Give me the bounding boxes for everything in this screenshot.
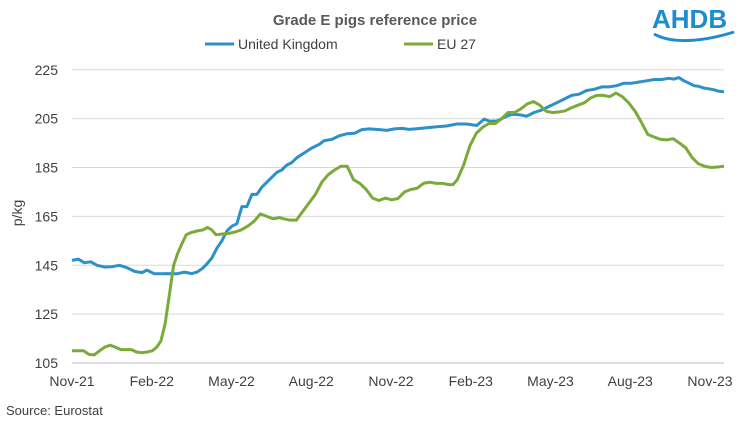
legend-label-eu-27: EU 27 xyxy=(437,36,476,52)
x-axis-ticks: Nov-21 Feb-22 May-22 Aug-22 Nov-22 Feb-23 May-… xyxy=(49,373,732,389)
ahdb-logo: AHDB xyxy=(652,2,738,51)
series-line-united-kingdom xyxy=(71,76,725,276)
y-tick-label: 165 xyxy=(35,208,59,224)
x-tick-label: Nov-22 xyxy=(368,373,413,389)
series-lines xyxy=(71,76,725,357)
gridlines xyxy=(72,69,724,315)
chart-title: Grade E pigs reference price xyxy=(273,12,477,29)
y-tick-label: 145 xyxy=(35,257,59,273)
y-tick-label: 105 xyxy=(35,355,59,371)
y-tick-label: 225 xyxy=(35,62,59,78)
logo-wave-shape xyxy=(653,30,735,42)
y-tick-label: 185 xyxy=(35,160,59,176)
x-tick-label: May-22 xyxy=(208,373,255,389)
series-line-eu-27 xyxy=(72,91,725,357)
y-axis-ticks: 105 125 145 165 185 205 225 xyxy=(35,62,59,371)
legend-label-united-kingdom: United Kingdom xyxy=(238,36,338,52)
x-tick-label: Feb-22 xyxy=(130,373,175,389)
x-tick-label: May-23 xyxy=(527,373,574,389)
x-tick-label: Aug-22 xyxy=(289,373,334,389)
y-tick-label: 125 xyxy=(35,306,59,322)
ahdb-logo-icon: AHDB xyxy=(652,4,735,42)
x-tick-label: Feb-23 xyxy=(449,373,494,389)
y-axis-label: p/kg xyxy=(9,200,25,226)
x-tick-label: Aug-23 xyxy=(608,373,653,389)
source-note: Source: Eurostat xyxy=(6,403,103,418)
ahdb-logo-text: AHDB xyxy=(652,4,727,34)
legend: United Kingdom EU 27 xyxy=(205,36,476,52)
x-tick-label: Nov-21 xyxy=(49,373,94,389)
x-tick-label: Nov-23 xyxy=(687,373,732,389)
y-tick-label: 205 xyxy=(35,111,59,127)
